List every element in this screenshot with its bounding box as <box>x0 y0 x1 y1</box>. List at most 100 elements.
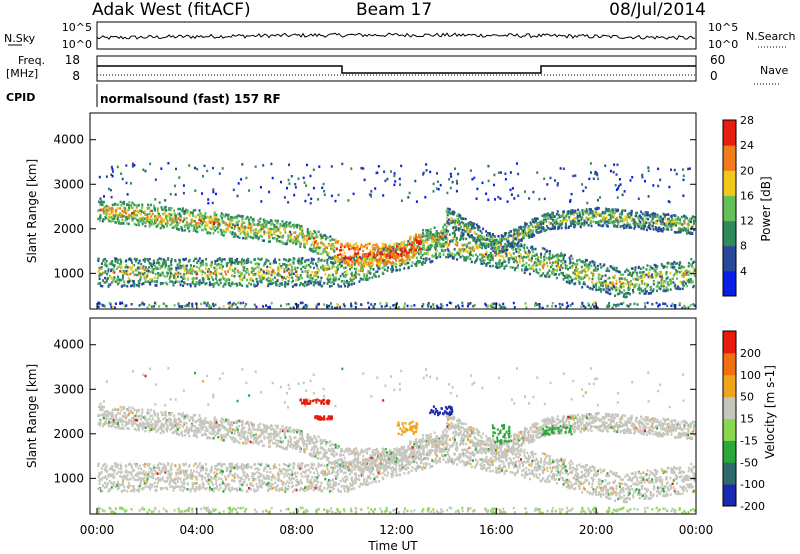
power-cell <box>524 190 526 193</box>
power-cell <box>684 217 687 221</box>
freq-unit: [MHz] <box>6 67 38 80</box>
power-cell <box>344 262 347 265</box>
power-cell <box>161 273 164 276</box>
power-cell <box>287 235 290 239</box>
power-cell <box>235 216 238 220</box>
power-cell <box>470 235 473 239</box>
power-cell <box>315 233 318 236</box>
power-cell <box>357 269 360 272</box>
power-cell <box>616 225 619 229</box>
power-cell <box>98 266 101 270</box>
power-cell <box>334 238 337 242</box>
power-cell <box>319 246 322 249</box>
power-cell <box>107 218 110 221</box>
power-cell <box>179 259 182 262</box>
power-cell <box>665 270 668 274</box>
power-cell <box>627 269 630 273</box>
power-cell <box>200 269 203 272</box>
power-cell <box>415 234 418 237</box>
power-cell <box>229 260 232 264</box>
power-cell <box>656 265 659 268</box>
power-cell <box>383 264 386 268</box>
power-cell <box>604 164 607 167</box>
power-cell <box>590 220 593 224</box>
power-cell <box>237 270 240 274</box>
power-cell <box>613 211 616 214</box>
power-cell <box>273 225 276 228</box>
power-cell <box>561 262 564 265</box>
power-cell <box>670 264 673 268</box>
power-cell <box>99 219 101 222</box>
power-cell <box>494 254 497 257</box>
power-cell <box>200 260 203 263</box>
power-cell <box>428 233 430 236</box>
power-cell <box>216 259 219 262</box>
power-cell <box>194 277 197 281</box>
power-cell <box>120 172 123 175</box>
power-cell <box>654 212 657 216</box>
power-cell <box>347 282 350 286</box>
power-cell <box>309 231 312 234</box>
power-cell <box>407 240 410 243</box>
power-cell <box>283 196 286 199</box>
power-cell <box>124 219 127 222</box>
power-cell <box>257 257 260 261</box>
nsky-panel: N.Sky 10^5 10^0 10^5 10^0 N.Search <box>4 21 796 51</box>
power-cell <box>350 283 353 286</box>
nsearch-tick-bottom: 10^0 <box>708 38 738 51</box>
power-cell <box>339 265 342 268</box>
power-cell <box>632 289 634 292</box>
power-cell <box>560 264 563 267</box>
power-cell <box>296 266 299 270</box>
power-cell <box>525 234 528 237</box>
power-cell <box>219 214 222 218</box>
power-cell <box>201 217 204 220</box>
power-cell <box>351 274 354 277</box>
power-cell <box>495 252 498 256</box>
power-cell <box>334 255 337 258</box>
power-cell <box>531 257 533 260</box>
power-cell <box>299 242 302 245</box>
power-cell <box>339 253 342 256</box>
power-cell <box>565 219 568 222</box>
power-cell <box>228 223 231 226</box>
power-cell <box>199 222 202 225</box>
power-cell <box>169 280 172 283</box>
power-cell <box>622 273 625 276</box>
power-cell <box>375 263 378 266</box>
power-cell <box>551 264 554 267</box>
power-cell <box>659 215 662 218</box>
power-cell <box>355 267 358 271</box>
power-cell <box>186 209 189 212</box>
power-cell <box>147 259 150 262</box>
power-cell <box>311 262 314 265</box>
power-cell <box>527 231 530 234</box>
power-cell <box>309 265 312 269</box>
power-cell <box>195 281 198 284</box>
power-cell <box>204 214 206 217</box>
power-cell <box>327 252 330 255</box>
power-cell <box>492 254 495 257</box>
power-cell <box>541 247 544 250</box>
power-cell <box>123 284 126 287</box>
power-cell <box>137 273 140 277</box>
power-cell <box>209 221 212 224</box>
power-cell <box>487 255 489 259</box>
power-cell <box>639 287 642 290</box>
power-cell <box>568 218 571 222</box>
power-cell <box>499 237 502 241</box>
power-cell <box>586 259 588 262</box>
power-cell <box>218 258 221 261</box>
power-cell <box>162 212 165 216</box>
power-cell <box>315 236 317 239</box>
power-cell <box>321 236 324 239</box>
power-cell <box>343 282 346 286</box>
power-cell <box>268 231 271 234</box>
power-cell <box>159 222 162 225</box>
power-cell <box>350 167 353 170</box>
power-cell <box>659 287 662 291</box>
power-cell <box>420 256 423 260</box>
power-cell <box>575 277 578 280</box>
power-cell <box>653 263 656 267</box>
power-cell <box>582 209 585 213</box>
